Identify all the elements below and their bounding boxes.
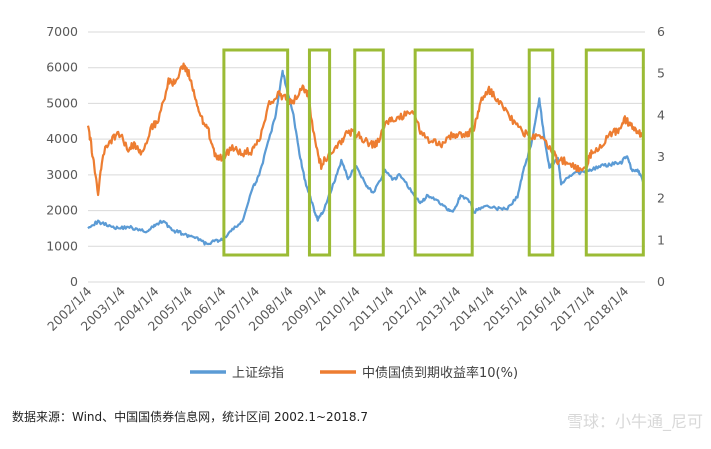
- y-right-tick-label: 2: [657, 191, 665, 206]
- y-left-tick-label: 0: [70, 274, 78, 289]
- series-line-sse-composite: [87, 69, 645, 246]
- y-right-tick-label: 3: [657, 149, 665, 164]
- y-left-tick-label: 6000: [46, 60, 78, 75]
- highlight-boxes: [222, 48, 645, 257]
- legend: 上证综指 中债国债到期收益率10(%): [190, 365, 518, 381]
- legend-label: 中债国债到期收益率10(%): [362, 365, 518, 381]
- y-left-tick-label: 7000: [46, 24, 78, 39]
- y-left-tick-label: 3000: [46, 167, 78, 182]
- y-left-tick-label: 1000: [46, 238, 78, 253]
- highlight-box: [222, 48, 290, 257]
- legend-label: 上证综指: [232, 366, 284, 381]
- left-y-axis: 0 1000 2000 3000 4000 5000 6000 7000: [46, 24, 78, 289]
- y-left-tick-label: 5000: [46, 95, 78, 110]
- highlight-box: [307, 48, 332, 257]
- y-right-tick-label: 0: [657, 274, 665, 289]
- right-y-axis: 0 1 2 3 4 5 6: [657, 24, 665, 289]
- y-right-tick-label: 6: [657, 24, 665, 39]
- watermark: 雪球：小牛通_尼可: [566, 412, 703, 431]
- y-right-tick-label: 4: [657, 107, 665, 122]
- y-left-tick-label: 2000: [46, 203, 78, 218]
- highlight-box: [527, 48, 555, 257]
- y-left-tick-label: 4000: [46, 131, 78, 146]
- series-lines: [86, 62, 645, 246]
- x-axis: 2002/1/42003/1/42004/1/42005/1/42006/1/4…: [44, 283, 631, 333]
- source-note: 数据来源：Wind、中国国债券信息网，统计区间 2002.1~2018.7: [12, 410, 369, 424]
- highlight-box: [353, 48, 385, 257]
- y-right-tick-label: 5: [657, 66, 665, 81]
- highlight-box: [584, 48, 645, 257]
- highlight-box: [413, 48, 474, 257]
- y-right-tick-label: 1: [657, 232, 665, 247]
